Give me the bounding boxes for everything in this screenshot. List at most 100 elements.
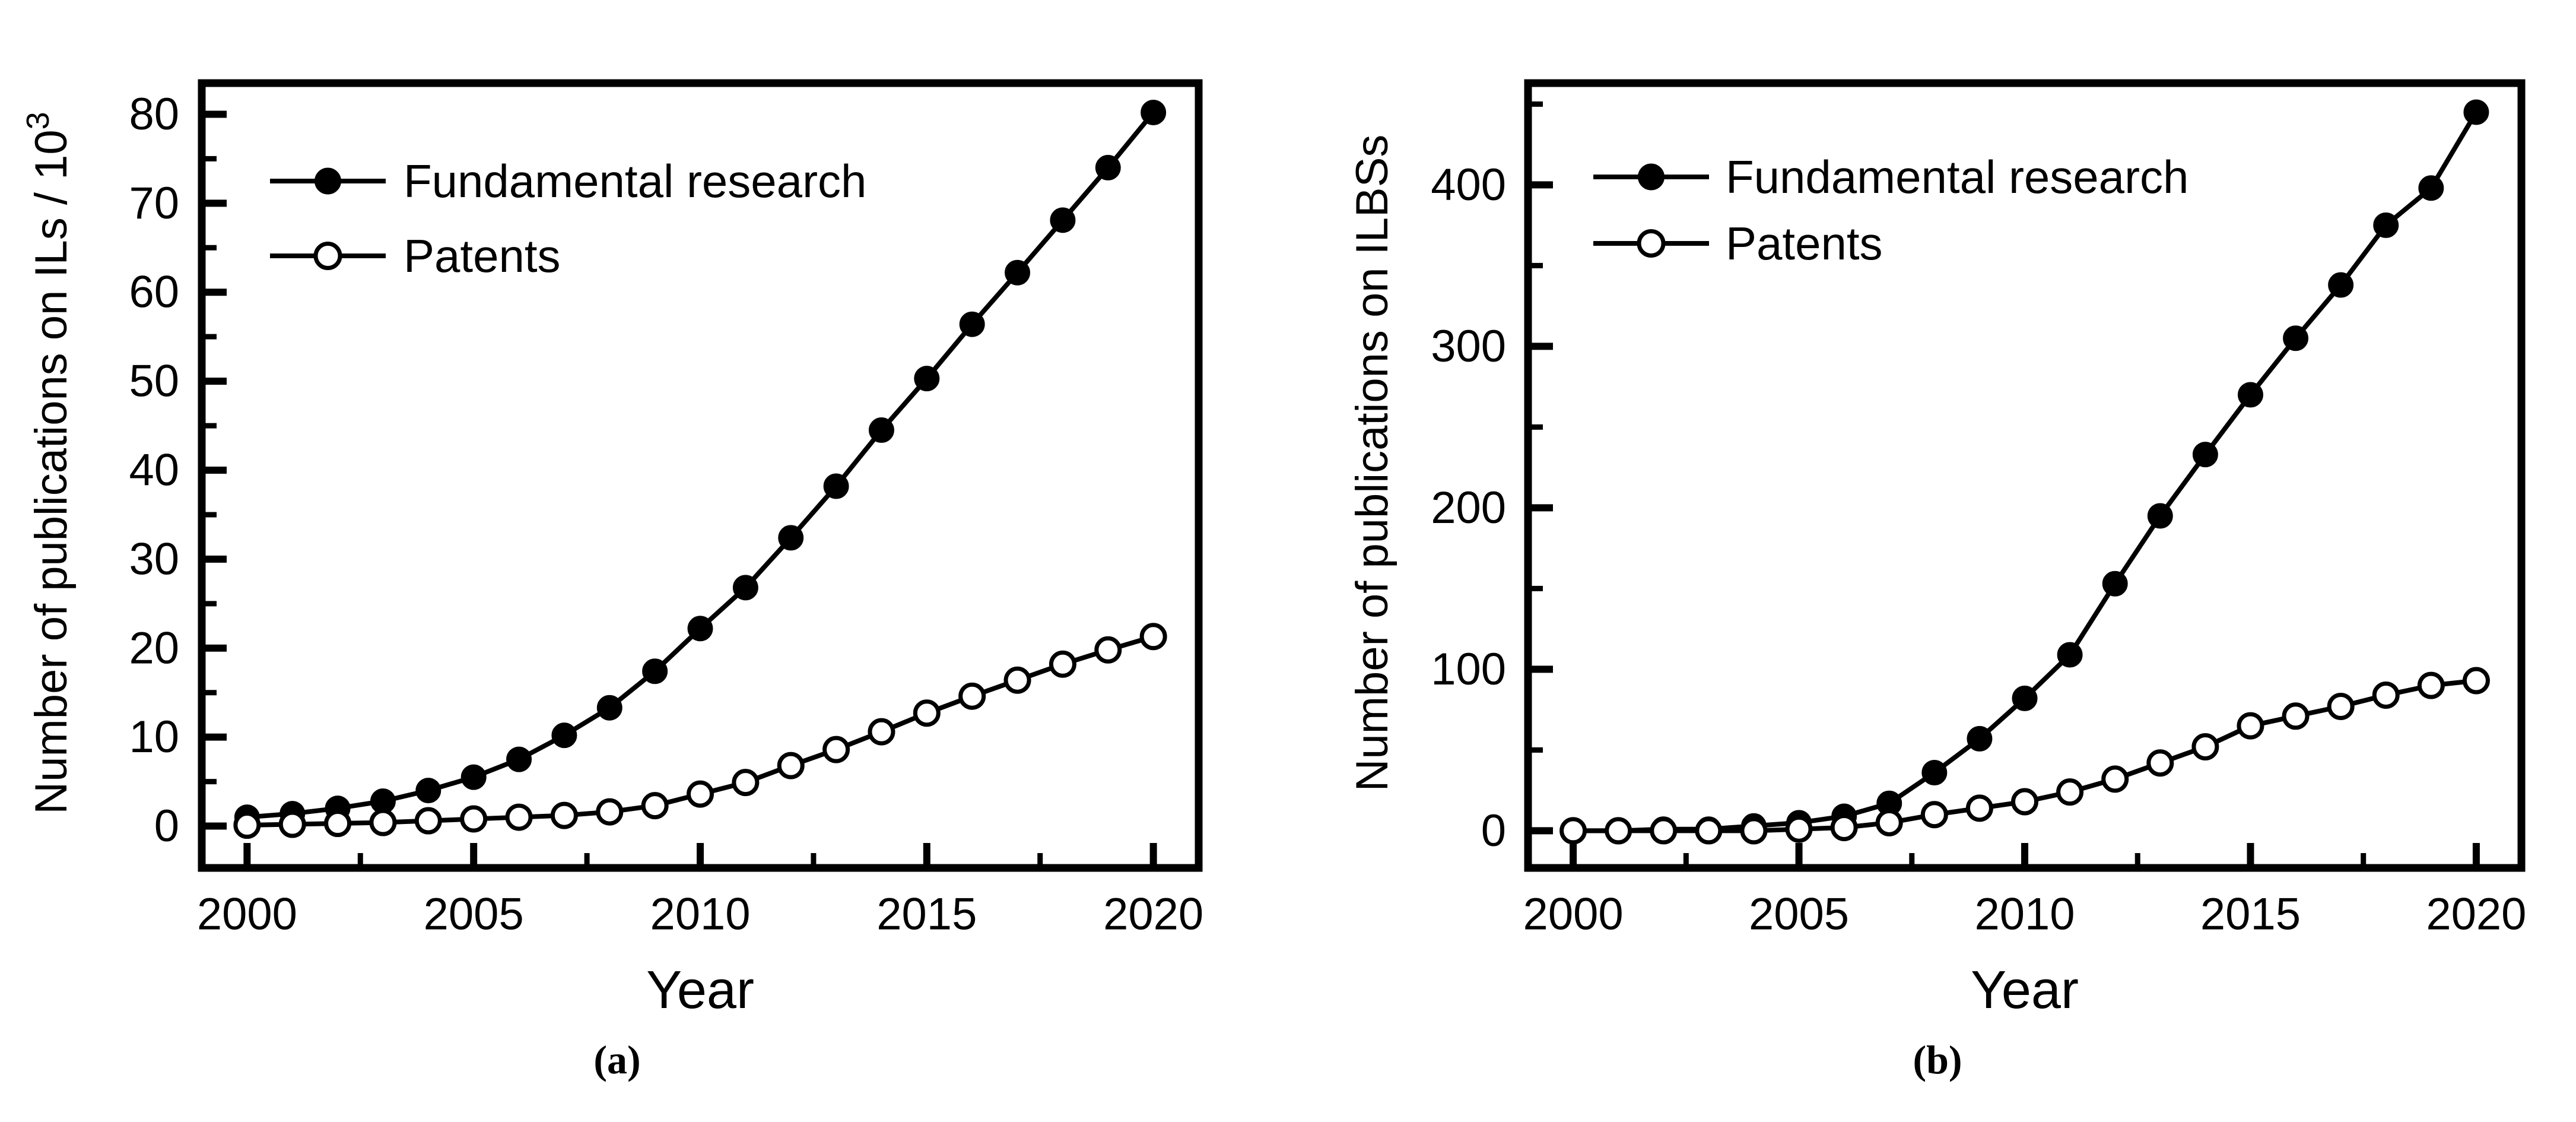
y-axis-tick-label: 20 (129, 623, 179, 673)
legend-marker-symbol-filled (315, 167, 341, 195)
panel-tag-a: (a) (593, 1037, 640, 1082)
data-point-marker-open (1830, 813, 1858, 841)
y-axis-title-a: Number of publications on ILs / 103 (20, 112, 77, 814)
data-point-marker-filled (823, 473, 849, 499)
legend-label-fundamental-b: Fundamental research (1726, 151, 2189, 203)
y-axis-tick-label: 0 (154, 801, 179, 851)
data-point-marker-open (1605, 817, 1632, 845)
legend-label-patents-b: Patents (1726, 217, 1883, 270)
data-point-marker-filled (1005, 259, 1031, 286)
data-point-marker-open (1965, 794, 1993, 822)
data-point-marker-filled (868, 417, 894, 443)
data-point-marker-open (1650, 817, 1678, 845)
data-point-marker-open (369, 809, 397, 836)
x-axis-tick-label: 2020 (2426, 889, 2526, 940)
series-patents (233, 623, 1167, 839)
data-point-marker-open (2417, 671, 2445, 699)
x-axis-tick-label: 2005 (424, 889, 524, 940)
panel-b-plot-area: 2000 2005 2010 2015 2020 0 100 200 300 400 (1431, 79, 2526, 940)
series-fundamental-research (234, 99, 1167, 831)
panel-a-plot-area: 2000 2005 2010 2015 2020 0 10 20 30 40 50 60 70 80 (129, 79, 1203, 940)
legend-item-fundamental-research (270, 167, 386, 195)
data-point-marker-open (1740, 817, 1768, 845)
data-point-marker-filled (2328, 272, 2354, 298)
data-point-marker-open (460, 805, 488, 833)
x-axis-tick-label: 2015 (2200, 889, 2301, 940)
x-axis-tick-label: 2015 (876, 889, 977, 940)
data-point-marker-open (958, 682, 986, 710)
y-axis-title-b: Number of publications on ILBSs (1347, 135, 1397, 792)
data-point-marker-filled (2192, 442, 2218, 468)
y-axis-tick-label: 10 (129, 712, 179, 762)
data-point-marker-open (233, 812, 261, 839)
data-point-marker-filled (596, 695, 622, 721)
y-axis-tick-label: 400 (1431, 160, 1506, 210)
data-point-marker-open (2462, 667, 2490, 695)
data-point-marker-open (2101, 765, 2129, 793)
data-point-marker-filled (2418, 175, 2444, 201)
x-axis-tick-label: 2010 (1974, 889, 2075, 940)
data-point-marker-filled (1095, 154, 1121, 180)
data-point-marker-filled (2373, 212, 2399, 238)
data-point-marker-open (414, 807, 442, 835)
x-axis-tick-label: 2010 (650, 889, 750, 940)
data-point-marker-open (2191, 733, 2219, 760)
data-point-marker-filled (415, 778, 441, 804)
data-point-marker-open (687, 780, 714, 808)
data-point-marker-open (1695, 817, 1723, 845)
data-point-marker-filled (2237, 382, 2263, 408)
data-point-marker-open (1003, 666, 1031, 694)
y-axis-tick-label: 30 (129, 534, 179, 584)
y-axis-tick-label: 300 (1431, 321, 1506, 372)
data-point-marker-open (1139, 623, 1167, 651)
data-point-marker-filled (778, 525, 804, 551)
data-point-marker-open (2056, 778, 2084, 806)
data-point-marker-filled (506, 746, 532, 772)
data-point-marker-filled (2463, 99, 2489, 125)
legend-marker-symbol-filled (1638, 163, 1665, 191)
data-point-marker-open (1094, 636, 1122, 664)
data-point-marker-open (2011, 788, 2038, 816)
y-axis-tick-label: 60 (129, 267, 179, 318)
data-point-marker-filled (1921, 760, 1948, 786)
y-axis-tick-label: 40 (129, 445, 179, 496)
data-point-marker-filled (2057, 642, 2083, 668)
data-point-marker-filled (1050, 207, 1076, 233)
data-point-marker-open (641, 792, 669, 820)
data-point-marker-filled (1967, 725, 1993, 752)
legend-marker-symbol-open (1637, 229, 1666, 258)
data-point-marker-open (278, 810, 306, 838)
panel-tag-b: (b) (1913, 1037, 1962, 1082)
y-axis-tick-label: 80 (129, 89, 179, 140)
legend-label-patents-a: Patents (404, 230, 561, 282)
y-axis-tick-label: 200 (1431, 483, 1506, 533)
data-point-marker-open (732, 769, 760, 797)
series-patents (1559, 667, 2490, 845)
data-point-marker-open (1875, 809, 1903, 836)
data-point-marker-open (2146, 749, 2174, 777)
data-point-marker-filled (2012, 685, 2038, 711)
series-fundamental-research (1560, 99, 2489, 844)
data-point-marker-filled (2147, 503, 2173, 529)
data-point-marker-filled (2283, 325, 2309, 351)
data-point-marker-open (2372, 681, 2400, 709)
x-axis-tick-label: 2000 (1523, 889, 1624, 940)
data-point-marker-open (913, 699, 941, 727)
y-axis-tick-label: 100 (1431, 644, 1506, 695)
legend-label-fundamental-a: Fundamental research (404, 155, 866, 207)
x-axis-title-a: Year (646, 961, 754, 1020)
data-point-marker-filled (914, 366, 940, 392)
data-point-marker-filled (1141, 99, 1167, 125)
legend-item-patents (1593, 229, 1709, 258)
series-line (1573, 110, 2479, 833)
data-point-marker-open (868, 718, 895, 746)
legend-marker-symbol-open (313, 242, 342, 270)
data-point-marker-open (777, 752, 805, 779)
data-point-marker-open (1559, 817, 1587, 845)
data-point-marker-open (505, 803, 533, 831)
y-axis-tick-label: 50 (129, 356, 179, 407)
x-axis-tick-label: 2020 (1103, 889, 1203, 940)
data-point-marker-filled (732, 575, 758, 601)
data-point-marker-open (2282, 702, 2310, 730)
